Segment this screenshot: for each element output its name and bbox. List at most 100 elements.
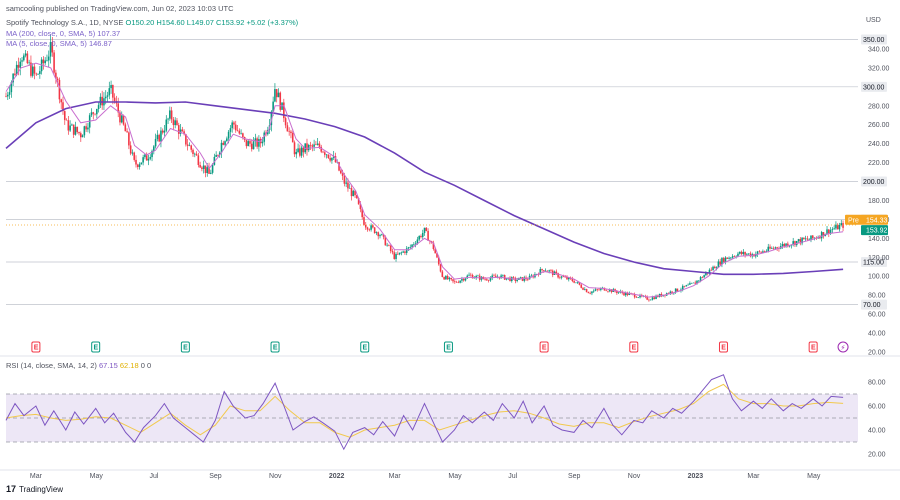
candle-body xyxy=(348,188,351,189)
candle-body xyxy=(23,55,25,61)
candle-body xyxy=(468,274,470,276)
candle-body xyxy=(352,190,355,197)
candle-body xyxy=(769,246,771,249)
candle-body xyxy=(705,272,707,276)
rsi-y-tick-2: 60.00 xyxy=(868,404,886,411)
candle-body xyxy=(124,124,127,132)
earnings-marker-text-6: E xyxy=(542,345,547,352)
earnings-marker-icon-8 xyxy=(718,341,728,353)
candle-body xyxy=(697,280,700,282)
candle-body xyxy=(136,164,139,168)
y-tick-3: 80.00 xyxy=(868,293,886,300)
candle-body xyxy=(258,139,260,147)
earnings-marker-icon-1 xyxy=(91,341,101,353)
y-tick-13: 320.00 xyxy=(868,65,890,72)
candle-body xyxy=(785,243,787,247)
candle-body xyxy=(340,170,342,174)
candle-body xyxy=(366,227,369,230)
candle-body xyxy=(455,281,458,283)
candle-body xyxy=(413,244,415,245)
candle-body xyxy=(582,287,584,290)
x-tick-7: May xyxy=(448,473,462,480)
candle-body xyxy=(783,243,786,247)
candle-body xyxy=(145,154,148,161)
candle-body xyxy=(811,235,814,239)
candle-body xyxy=(493,275,495,277)
earnings-marker-icon-0 xyxy=(31,341,41,353)
candle-body xyxy=(53,52,55,73)
candle-body xyxy=(65,119,68,121)
candle-body xyxy=(195,153,198,156)
candle-body xyxy=(144,154,146,158)
candle-body xyxy=(648,299,650,301)
candle-body xyxy=(512,277,515,279)
candle-body xyxy=(651,297,654,300)
candle-body xyxy=(838,225,841,230)
dividend-bolt-icon xyxy=(837,341,849,353)
y-tick-5: 120.00 xyxy=(868,255,890,262)
candle-body xyxy=(530,275,533,277)
y-tick-10: 240.00 xyxy=(868,141,890,148)
candle-body xyxy=(6,94,9,97)
candle-body xyxy=(21,60,23,62)
candle-body xyxy=(279,92,282,110)
tradingview-brand[interactable]: 17 TradingView xyxy=(6,484,63,494)
candle-body xyxy=(363,217,365,225)
candle-body xyxy=(49,42,52,57)
candle-body xyxy=(416,239,419,244)
candle-body xyxy=(288,131,290,133)
candle-body xyxy=(840,223,843,226)
candle-body xyxy=(316,143,319,145)
candle-body xyxy=(307,144,310,151)
candle-body xyxy=(220,142,223,153)
candle-body xyxy=(708,269,711,274)
candle-body xyxy=(833,228,835,230)
candle-body xyxy=(35,73,38,75)
candle-body xyxy=(391,250,394,253)
candle-body xyxy=(459,280,461,283)
rsi-value: 67.15 xyxy=(98,361,118,370)
candle-body xyxy=(227,131,230,139)
candle-body xyxy=(92,112,95,114)
ma5-legend[interactable]: MA (5, close, 0, SMA, 5) 146.87 xyxy=(6,39,112,48)
candle-body xyxy=(721,258,723,265)
y-tick-11: 260.00 xyxy=(868,122,890,129)
candle-body xyxy=(808,239,811,241)
candle-body xyxy=(325,154,328,156)
candle-body xyxy=(263,132,266,142)
candle-body xyxy=(669,291,672,294)
candle-body xyxy=(813,237,816,239)
candle-body xyxy=(788,245,791,247)
ma200-legend[interactable]: MA (200, close, 0, SMA, 5) 107.37 xyxy=(6,29,120,38)
candle-body xyxy=(523,277,526,281)
candle-body xyxy=(491,275,494,279)
candle-body xyxy=(653,297,656,299)
ohlc-values: O150.20 H154.60 L149.07 C153.92 +5.02 (+… xyxy=(125,18,299,27)
candle-body xyxy=(676,288,679,292)
candle-body xyxy=(153,146,155,151)
x-tick-5: 2022 xyxy=(329,473,345,480)
symbol-name[interactable]: Spotify Technology S.A., 1D, NYSE xyxy=(6,18,124,27)
rsi-legend[interactable]: RSI (14, close, SMA, 14, 2) 67.15 62.18 … xyxy=(6,361,151,370)
candle-body xyxy=(516,279,518,282)
candle-body xyxy=(395,253,397,259)
candle-body xyxy=(242,133,244,138)
y-tick-9: 220.00 xyxy=(868,160,890,167)
level-tag-bg-1 xyxy=(861,81,887,92)
candle-body xyxy=(402,251,404,253)
candle-body xyxy=(211,164,214,173)
candle-body xyxy=(51,42,54,53)
candle-body xyxy=(300,147,303,156)
candle-body xyxy=(229,128,232,132)
candle-body xyxy=(261,141,264,144)
candle-body xyxy=(555,271,558,274)
candle-body xyxy=(122,115,125,125)
candle-body xyxy=(290,131,292,134)
candle-body xyxy=(293,142,296,155)
candle-body xyxy=(724,257,727,262)
candle-body xyxy=(188,145,191,147)
earnings-marker-icon-2 xyxy=(180,341,190,353)
candle-body xyxy=(690,283,693,284)
candle-body xyxy=(80,133,82,138)
